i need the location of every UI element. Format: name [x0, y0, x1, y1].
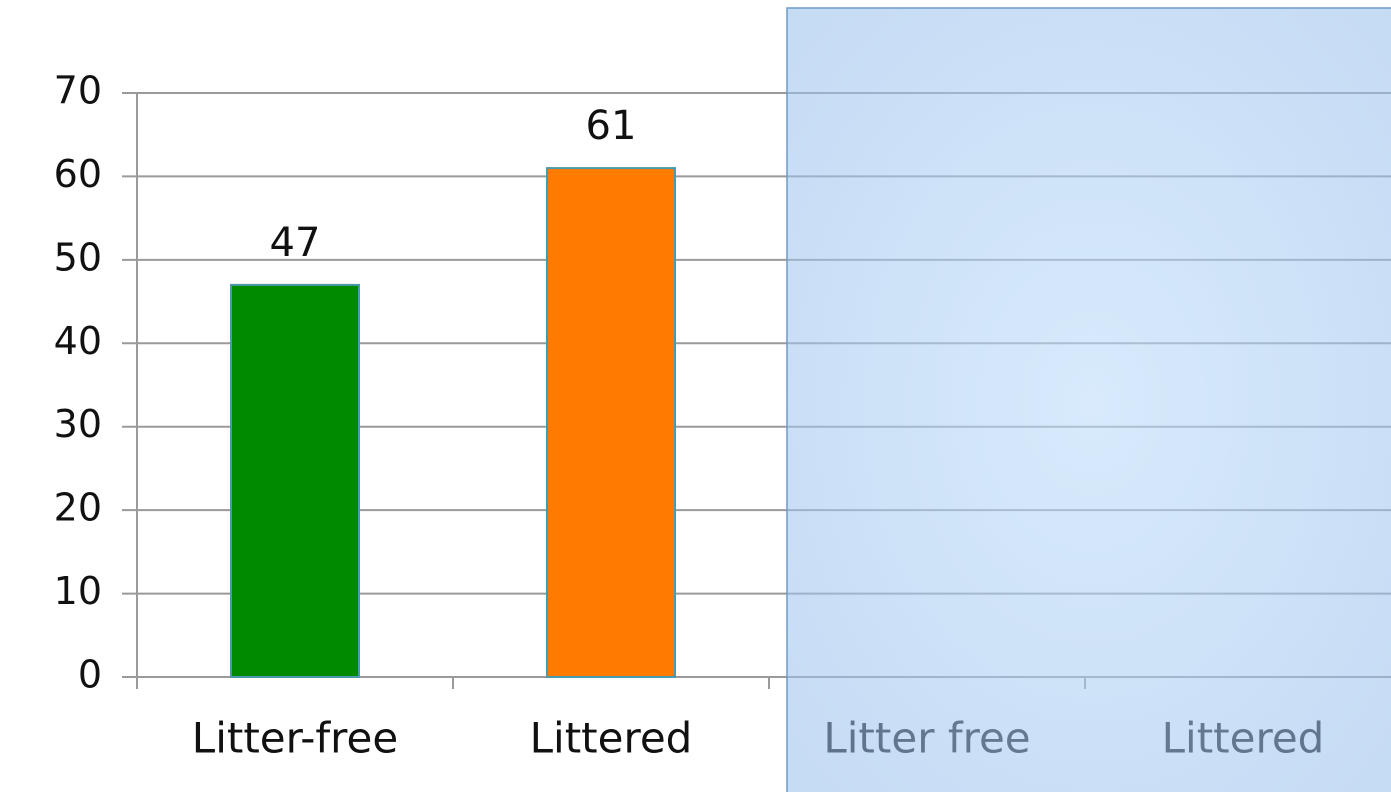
y-tick-label: 0: [78, 653, 102, 697]
data-label: 61: [586, 103, 637, 149]
x-tick-label: Littered: [530, 714, 693, 763]
x-tick-label: Litter-free: [192, 714, 398, 763]
y-tick-label: 10: [54, 569, 102, 613]
y-tick-label: 40: [54, 319, 102, 363]
y-tick-label: 70: [54, 69, 102, 113]
y-tick-label: 30: [54, 402, 102, 446]
y-tick-label: 20: [54, 486, 102, 530]
y-tick-label: 60: [54, 152, 102, 196]
overlay-panel: [786, 7, 1391, 792]
bar: [546, 167, 676, 678]
data-label: 47: [270, 220, 321, 266]
bar: [230, 283, 360, 678]
y-tick-label: 50: [54, 235, 102, 279]
